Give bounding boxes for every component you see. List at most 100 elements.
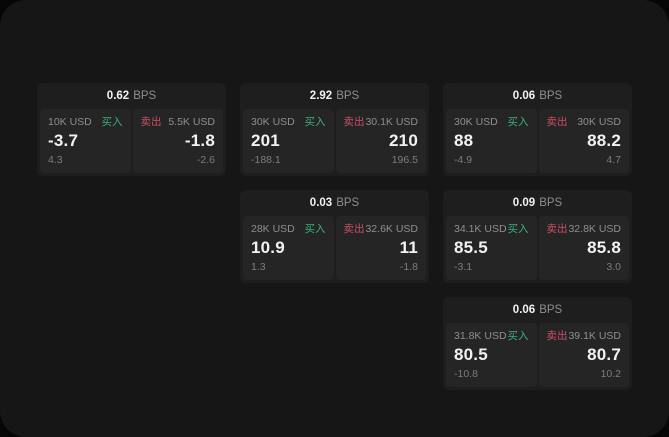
bps-header: 0.09 BPS xyxy=(443,190,632,216)
buy-panel[interactable]: 31.8K USD 买入 80.5 -10.8 xyxy=(446,323,537,387)
quote-card: 0.09 BPS 34.1K USD 买入 85.5 -3.1 卖出 32.8K… xyxy=(443,190,632,283)
quote-panels: 34.1K USD 买入 85.5 -3.1 卖出 32.8K USD 85.8… xyxy=(443,216,632,283)
bps-header: 0.06 BPS xyxy=(443,83,632,109)
sell-value: -1.8 xyxy=(184,131,215,150)
bps-header: 0.06 BPS xyxy=(443,297,632,323)
buy-value: 88 xyxy=(454,131,474,150)
buy-panel[interactable]: 30K USD 买入 201 -188.1 xyxy=(243,109,334,173)
sell-panel-top: 卖出 32.6K USD xyxy=(344,223,419,236)
sell-delta: 196.5 xyxy=(391,154,418,166)
buy-panel-top: 10K USD 买入 xyxy=(48,116,123,129)
buy-amount: 30K USD xyxy=(251,116,295,128)
buy-side-label: 买入 xyxy=(304,223,326,235)
sell-value: 80.7 xyxy=(587,345,621,364)
sell-side-label: 卖出 xyxy=(140,116,162,128)
bps-value: 0.03 xyxy=(309,197,333,209)
buy-delta: -10.8 xyxy=(454,368,478,380)
buy-panel-top: 30K USD 买入 xyxy=(454,116,529,129)
sell-panel-top: 卖出 30K USD xyxy=(547,116,622,129)
sell-panel[interactable]: 卖出 39.1K USD 80.7 10.2 xyxy=(538,323,629,387)
bps-value: 2.92 xyxy=(309,90,333,102)
sell-panel[interactable]: 卖出 30K USD 88.2 4.7 xyxy=(538,109,629,173)
sell-side-label: 卖出 xyxy=(546,223,568,235)
sell-side-label: 卖出 xyxy=(343,223,365,235)
sell-delta: 4.7 xyxy=(606,154,621,166)
quote-card: 2.92 BPS 30K USD 买入 201 -188.1 卖出 30.1K … xyxy=(240,83,429,176)
quote-card: 0.62 BPS 10K USD 买入 -3.7 4.3 卖出 5.5K USD xyxy=(37,83,226,176)
bps-header: 0.62 BPS xyxy=(37,83,226,109)
quote-panels: 10K USD 买入 -3.7 4.3 卖出 5.5K USD -1.8 -2.… xyxy=(37,109,226,176)
buy-value: -3.7 xyxy=(48,131,79,150)
sell-panel[interactable]: 卖出 30.1K USD 210 196.5 xyxy=(335,109,426,173)
bps-unit-label: BPS xyxy=(539,197,563,209)
bps-value: 0.62 xyxy=(106,90,130,102)
buy-delta: -188.1 xyxy=(251,154,281,166)
sell-amount: 39.1K USD xyxy=(568,330,621,342)
quote-card: 0.06 BPS 31.8K USD 买入 80.5 -10.8 卖出 39.1… xyxy=(443,297,632,390)
buy-panel-top: 30K USD 买入 xyxy=(251,116,326,129)
sell-side-label: 卖出 xyxy=(343,116,365,128)
sell-side-label: 卖出 xyxy=(546,330,568,342)
buy-delta: 4.3 xyxy=(48,154,63,166)
bps-unit-label: BPS xyxy=(539,90,563,102)
bps-header: 2.92 BPS xyxy=(240,83,429,109)
buy-panel[interactable]: 28K USD 买入 10.9 1.3 xyxy=(243,216,334,280)
buy-value: 10.9 xyxy=(251,238,285,257)
buy-value: 201 xyxy=(251,131,280,150)
buy-amount: 28K USD xyxy=(251,223,295,235)
sell-panel-top: 卖出 30.1K USD xyxy=(344,116,419,129)
buy-panel-top: 28K USD 买入 xyxy=(251,223,326,236)
quote-card: 0.03 BPS 28K USD 买入 10.9 1.3 卖出 32.6K US… xyxy=(240,190,429,283)
buy-side-label: 买入 xyxy=(507,223,529,235)
sell-amount: 32.8K USD xyxy=(568,223,621,235)
sell-amount: 5.5K USD xyxy=(168,116,215,128)
sell-value: 88.2 xyxy=(587,131,621,150)
sell-delta: -2.6 xyxy=(196,154,215,166)
sell-value: 85.8 xyxy=(587,238,621,257)
sell-panel[interactable]: 卖出 5.5K USD -1.8 -2.6 xyxy=(132,109,223,173)
buy-value: 85.5 xyxy=(454,238,488,257)
buy-panel-top: 34.1K USD 买入 xyxy=(454,223,529,236)
sell-value: 210 xyxy=(389,131,418,150)
sell-amount: 30.1K USD xyxy=(365,116,418,128)
sell-delta: -1.8 xyxy=(399,261,418,273)
sell-amount: 30K USD xyxy=(577,116,621,128)
sell-panel-top: 卖出 39.1K USD xyxy=(547,330,622,343)
sell-delta: 10.2 xyxy=(600,368,621,380)
quote-panels: 31.8K USD 买入 80.5 -10.8 卖出 39.1K USD 80.… xyxy=(443,323,632,390)
bps-value: 0.09 xyxy=(512,197,536,209)
buy-delta: 1.3 xyxy=(251,261,266,273)
sell-panel-top: 卖出 5.5K USD xyxy=(141,116,216,129)
buy-side-label: 买入 xyxy=(507,116,529,128)
buy-side-label: 买入 xyxy=(507,330,529,342)
buy-delta: -3.1 xyxy=(454,261,473,273)
bps-value: 0.06 xyxy=(512,90,536,102)
quote-card: 0.06 BPS 30K USD 买入 88 -4.9 卖出 30K USD xyxy=(443,83,632,176)
bps-value: 0.06 xyxy=(512,304,536,316)
buy-panel-top: 31.8K USD 买入 xyxy=(454,330,529,343)
sell-delta: 3.0 xyxy=(606,261,621,273)
buy-side-label: 买入 xyxy=(304,116,326,128)
buy-side-label: 买入 xyxy=(101,116,123,128)
buy-panel[interactable]: 10K USD 买入 -3.7 4.3 xyxy=(40,109,131,173)
buy-panel[interactable]: 34.1K USD 买入 85.5 -3.1 xyxy=(446,216,537,280)
sell-panel[interactable]: 卖出 32.8K USD 85.8 3.0 xyxy=(538,216,629,280)
buy-delta: -4.9 xyxy=(454,154,473,166)
sell-value: 11 xyxy=(399,238,418,257)
buy-amount: 34.1K USD xyxy=(454,223,507,235)
buy-amount: 31.8K USD xyxy=(454,330,507,342)
bps-unit-label: BPS xyxy=(336,197,360,209)
bps-unit-label: BPS xyxy=(539,304,563,316)
sell-amount: 32.6K USD xyxy=(365,223,418,235)
buy-amount: 30K USD xyxy=(454,116,498,128)
cards-grid: 0.62 BPS 10K USD 买入 -3.7 4.3 卖出 5.5K USD xyxy=(37,83,632,390)
bps-unit-label: BPS xyxy=(133,90,157,102)
sell-panel[interactable]: 卖出 32.6K USD 11 -1.8 xyxy=(335,216,426,280)
quote-panels: 28K USD 买入 10.9 1.3 卖出 32.6K USD 11 -1.8 xyxy=(240,216,429,283)
sell-panel-top: 卖出 32.8K USD xyxy=(547,223,622,236)
buy-panel[interactable]: 30K USD 买入 88 -4.9 xyxy=(446,109,537,173)
sell-side-label: 卖出 xyxy=(546,116,568,128)
bps-header: 0.03 BPS xyxy=(240,190,429,216)
buy-value: 80.5 xyxy=(454,345,488,364)
